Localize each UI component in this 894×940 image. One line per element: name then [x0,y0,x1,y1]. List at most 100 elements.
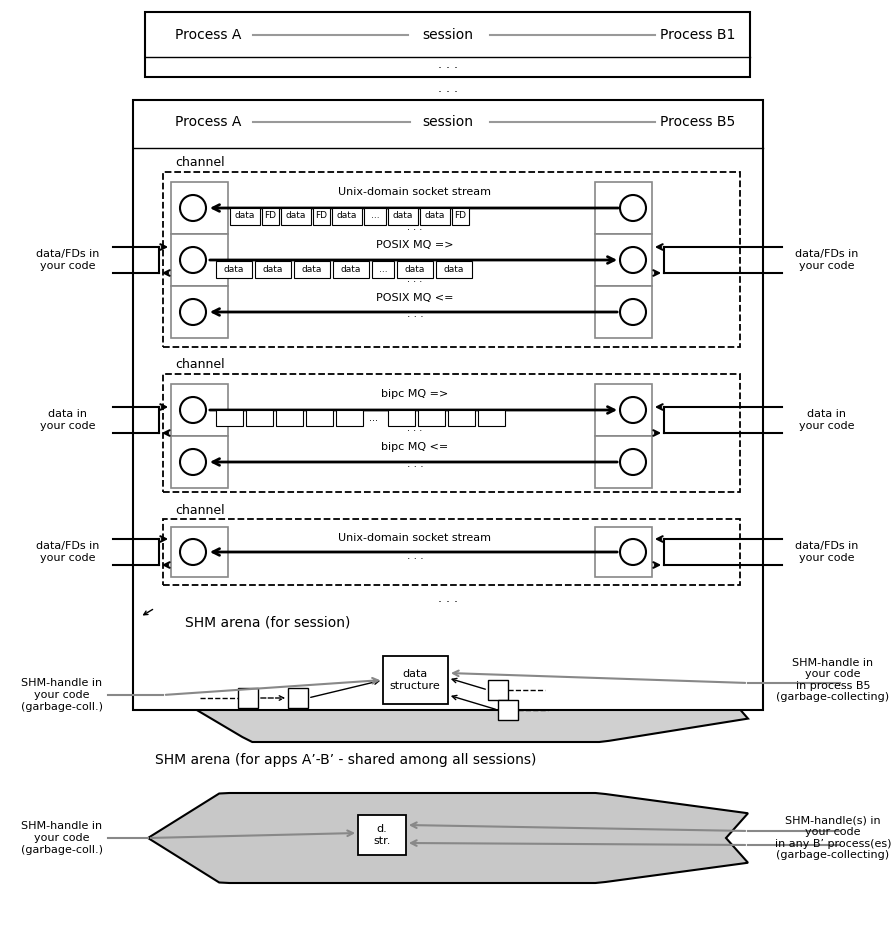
Text: data: data [336,212,357,221]
Text: d.
str.: d. str. [373,824,391,846]
Text: data: data [425,212,444,221]
Bar [288,688,308,708]
Text: ...: ... [369,413,378,423]
Text: . . .: . . . [407,222,422,232]
Text: SHM-handle(s) in
your code
in any B’ process(es)
(garbage-collecting): SHM-handle(s) in your code in any B’ pro… [774,816,890,860]
Bar [262,208,279,225]
Text: data in
your code: data in your code [798,409,854,431]
Circle shape [620,195,645,221]
Text: Process A: Process A [174,28,240,42]
Bar [435,261,471,278]
Bar [335,410,363,426]
Text: . . .: . . . [407,423,422,433]
Text: data in
your code: data in your code [40,409,96,431]
Text: data/FDs in
your code: data/FDs in your code [37,541,99,563]
Polygon shape [148,793,747,883]
Bar [215,410,243,426]
Text: FD: FD [316,212,327,221]
Bar [171,527,228,577]
Text: data: data [285,212,306,221]
Bar [163,374,739,492]
Bar [397,261,433,278]
Text: data
structure: data structure [389,669,440,691]
Text: Process A: Process A [174,115,240,129]
Text: ...: ... [378,264,387,274]
Text: bipc MQ <=: bipc MQ <= [381,442,448,452]
Text: SHM-handle in
your code
(garbage-coll.): SHM-handle in your code (garbage-coll.) [21,822,103,854]
Bar [281,208,310,225]
Text: Process B5: Process B5 [660,115,735,129]
Text: . . .: . . . [437,58,458,71]
Circle shape [620,247,645,273]
Bar [332,208,361,225]
Bar [255,261,291,278]
Bar [293,261,330,278]
Text: . . .: . . . [406,309,423,319]
Circle shape [620,397,645,423]
Circle shape [180,449,206,475]
Text: Unix-domain socket stream: Unix-domain socket stream [338,533,491,543]
Bar [145,12,749,77]
Circle shape [620,449,645,475]
Text: . . .: . . . [406,459,423,469]
Text: . . .: . . . [437,591,458,604]
Bar [275,410,303,426]
Text: data: data [224,264,244,274]
Bar [215,261,252,278]
Circle shape [180,539,206,565]
Bar [477,410,504,426]
Text: data: data [392,212,413,221]
Text: data: data [404,264,425,274]
Bar [595,527,651,577]
Text: session: session [422,115,473,129]
Bar [133,100,763,710]
Text: FD: FD [454,212,466,221]
Text: channel: channel [175,504,224,516]
Bar [595,436,651,488]
Bar [448,410,475,426]
Bar [595,384,651,436]
Bar [595,182,651,234]
Bar [595,234,651,286]
Text: SHM arena (for session): SHM arena (for session) [185,615,350,629]
Bar [230,208,260,225]
Bar [364,208,385,225]
Text: channel: channel [175,156,224,169]
Text: data/FDs in
your code: data/FDs in your code [795,541,857,563]
Text: session: session [422,28,473,42]
Bar [171,384,228,436]
Bar [358,815,406,855]
Text: POSIX MQ <=: POSIX MQ <= [375,293,453,303]
Text: SHM-handle in
your code
in process B5
(garbage-collecting): SHM-handle in your code in process B5 (g… [776,658,889,702]
Text: . . .: . . . [437,82,458,95]
Text: data: data [234,212,255,221]
Bar [306,410,333,426]
Bar [171,182,228,234]
Circle shape [180,397,206,423]
Text: POSIX MQ =>: POSIX MQ => [375,240,453,250]
Bar [246,410,273,426]
Bar [451,208,468,225]
Circle shape [620,299,645,325]
Circle shape [180,299,206,325]
Bar [163,172,739,347]
Text: data: data [263,264,283,274]
Polygon shape [163,638,747,742]
Text: data: data [341,264,361,274]
Circle shape [620,539,645,565]
Bar [383,656,448,704]
Bar [333,261,368,278]
Text: . . .: . . . [406,551,423,561]
Bar [595,286,651,338]
Text: bipc MQ =>: bipc MQ => [381,389,448,399]
Text: ...: ... [370,212,379,221]
Text: Unix-domain socket stream: Unix-domain socket stream [338,187,491,197]
Bar [171,436,228,488]
Text: Process B1: Process B1 [660,28,735,42]
Text: data: data [443,264,464,274]
Bar [487,680,508,700]
Bar [388,410,415,426]
Circle shape [180,195,206,221]
Bar [372,261,393,278]
Text: SHM-handle in
your code
(garbage-coll.): SHM-handle in your code (garbage-coll.) [21,679,103,712]
